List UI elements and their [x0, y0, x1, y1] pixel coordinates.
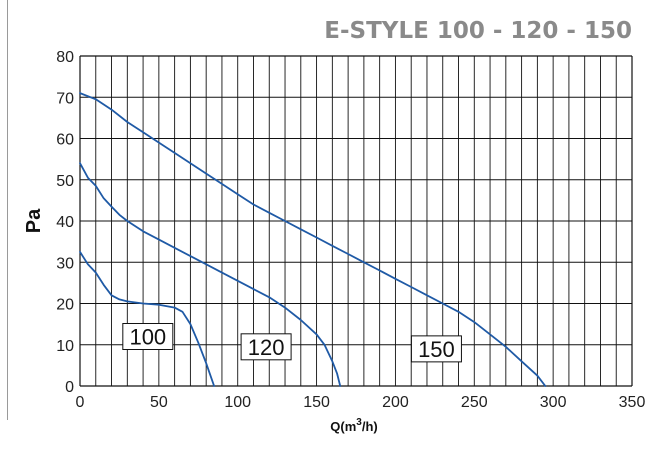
series-label-box-100	[122, 323, 174, 350]
y-tick-label: 40	[56, 214, 74, 231]
series-label-box-150	[410, 335, 462, 363]
x-axis-title-tail: /h)	[362, 419, 378, 434]
x-tick-label: 300	[540, 394, 567, 411]
y-tick-label: 30	[56, 255, 74, 272]
x-tick-label: 0	[76, 394, 85, 411]
series-label-100: 100	[129, 325, 166, 350]
series-label-box-120	[240, 333, 292, 361]
series-label-120: 120	[248, 335, 285, 360]
y-tick-label: 0	[65, 379, 74, 396]
y-tick-label: 20	[56, 297, 74, 314]
y-tick-label: 70	[56, 90, 74, 107]
x-axis-title: Q(m3/h)	[330, 417, 377, 434]
x-axis-title-superscript: 3	[356, 417, 362, 428]
series-label-150: 150	[418, 337, 455, 362]
y-axis-title: Pa	[23, 208, 45, 233]
y-tick-label: 60	[56, 132, 74, 149]
y-tick-label: 50	[56, 173, 74, 190]
series-line-100	[79, 251, 215, 387]
series-labels: 100 120 150	[122, 323, 462, 363]
x-tick-label: 150	[303, 394, 330, 411]
grid	[79, 55, 633, 387]
tick-labels: 0 50 100 150 200 250 300 350 0 10 20 30 40 50 60 70 80	[56, 49, 645, 411]
x-tick-label: 100	[224, 394, 251, 411]
chart-title: E-STYLE 100 - 120 - 150	[324, 18, 632, 44]
x-tick-label: 250	[461, 394, 488, 411]
left-border-line	[7, 0, 8, 420]
x-tick-label: 200	[382, 394, 409, 411]
series-line-150	[79, 92, 547, 387]
x-tick-label: 350	[619, 394, 646, 411]
x-tick-label: 50	[150, 394, 168, 411]
y-tick-label: 10	[56, 338, 74, 355]
series-line-120	[79, 162, 342, 387]
x-axis-title-base: Q(m	[330, 419, 356, 434]
y-tick-label: 80	[56, 49, 74, 66]
series-lines	[79, 92, 547, 387]
